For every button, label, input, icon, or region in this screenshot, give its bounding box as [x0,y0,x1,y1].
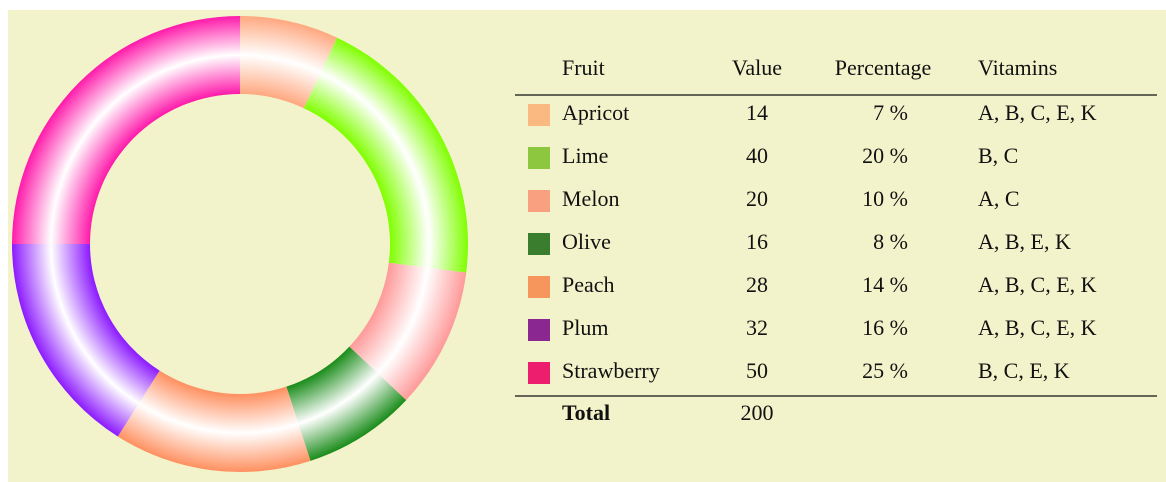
header: Fruit [562,55,605,80]
fruit-name: Lime [562,143,608,168]
vitamins: B, C [978,143,1018,168]
total-label: Total [562,400,610,425]
fruit-name: Melon [562,186,619,211]
vitamins: A, B, C, E, K [978,315,1097,340]
fruit-name: Apricot [562,100,629,125]
donut-slice [303,37,469,273]
legend-swatch [528,319,550,341]
donut-slice [286,346,407,461]
vitamins: A, B, C, E, K [978,272,1097,297]
legend-swatch [528,233,550,255]
value: 14 [746,100,768,125]
donut-slice [12,244,160,437]
header: Value [732,55,782,80]
value: 40 [746,143,768,168]
header: Vitamins [978,55,1057,80]
fruit-name: Strawberry [562,358,660,383]
fruit-name: Plum [562,315,608,340]
donut-slice [349,262,467,401]
legend-swatch [528,147,550,169]
legend-swatch [528,104,550,126]
donut-slice [12,16,240,244]
total-value: 200 [741,400,774,425]
percentage: 8 % [873,229,908,254]
value: 50 [746,358,768,383]
fruit-name: Peach [562,272,615,297]
value: 28 [746,272,768,297]
legend-swatch [528,190,550,212]
donut-slice [240,16,338,109]
fruit-name: Olive [562,229,611,254]
vitamins: A, B, E, K [978,229,1071,254]
percentage: 20 % [862,143,908,168]
percentage: 16 % [862,315,908,340]
percentage: 25 % [862,358,908,383]
donut-slice [117,370,311,472]
vitamins: B, C, E, K [978,358,1070,383]
percentage: 7 % [873,100,908,125]
value: 32 [746,315,768,340]
header: Percentage [835,55,932,80]
value: 16 [746,229,768,254]
legend-swatch [528,362,550,384]
vitamins: A, C [978,186,1020,211]
percentage: 14 % [862,272,908,297]
value: 20 [746,186,768,211]
percentage: 10 % [862,186,908,211]
legend-swatch [528,276,550,298]
vitamins: A, B, C, E, K [978,100,1097,125]
